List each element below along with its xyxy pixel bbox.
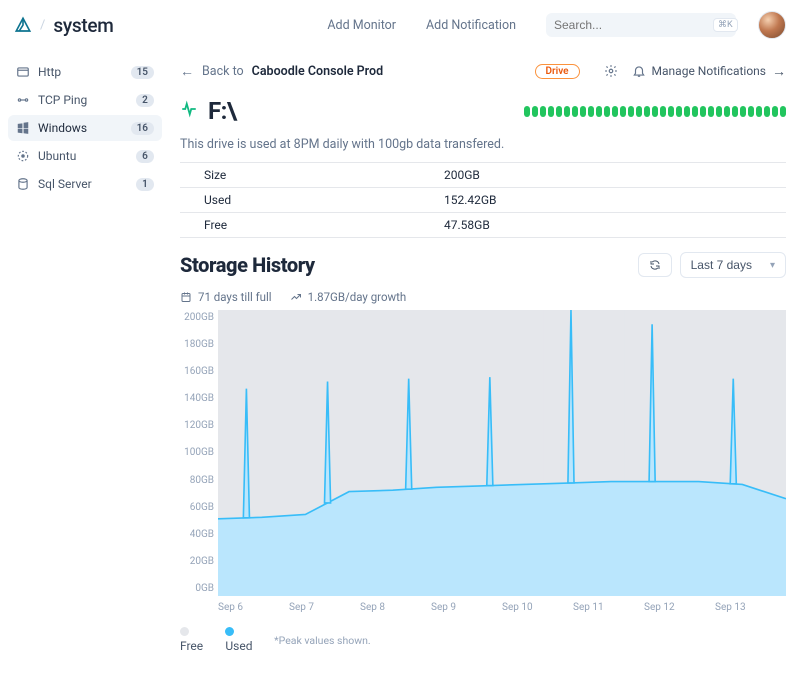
avatar[interactable] <box>758 11 786 39</box>
title-row: F:\ <box>180 97 786 125</box>
manage-notifications-link[interactable]: Manage Notifications → <box>632 63 786 80</box>
table-row: Free 47.58GB <box>180 213 786 238</box>
trend-up-icon <box>290 291 302 303</box>
sidebar-item-count: 2 <box>136 94 154 107</box>
sidebar-item-label: Http <box>38 65 131 79</box>
arrow-left-icon: ← <box>180 63 194 80</box>
drive-description: This drive is used at 8PM daily with 100… <box>180 137 786 152</box>
add-notification-link[interactable]: Add Notification <box>416 12 526 39</box>
pulse-icon <box>180 100 198 122</box>
drive-tag: Drive <box>535 64 580 79</box>
sidebar: Http 15 TCP Ping 2 Windows 16 Ubuntu 6 S… <box>0 50 170 685</box>
legend-used-swatch <box>225 627 234 636</box>
back-target: Caboodle Console Prod <box>252 64 383 79</box>
brand-divider: / <box>40 18 45 33</box>
row-key: Free <box>204 218 444 232</box>
refresh-icon <box>649 259 661 271</box>
gear-icon <box>604 64 618 78</box>
sidebar-item-label: Sql Server <box>38 177 136 191</box>
legend-free: Free <box>180 625 211 653</box>
status-history <box>524 106 786 117</box>
chevron-down-icon: ▾ <box>770 260 775 271</box>
arrow-right-icon: → <box>772 63 786 80</box>
brand-mark-icon <box>14 16 32 34</box>
range-label: Last 7 days <box>691 258 752 272</box>
sidebar-item-windows[interactable]: Windows 16 <box>8 115 162 141</box>
search-kbd-hint: ⌘K <box>713 18 738 32</box>
sidebar-item-sql-server[interactable]: Sql Server 1 <box>8 171 162 197</box>
sidebar-item-count: 1 <box>136 178 154 191</box>
sidebar-item-label: TCP Ping <box>38 93 136 107</box>
topbar: / system Add Monitor Add Notification ⌘K <box>0 0 800 50</box>
sidebar-item-label: Ubuntu <box>38 149 136 163</box>
row-value: 47.58GB <box>444 218 490 232</box>
chart-y-axis: 200GB180GB160GB140GB120GB100GB80GB60GB40… <box>180 310 218 596</box>
back-prefix: Back to <box>202 64 244 79</box>
http-icon <box>16 65 30 79</box>
legend-free-swatch <box>180 627 189 636</box>
history-meta: 71 days till full 1.87GB/day growth <box>180 290 786 304</box>
sidebar-item-ubuntu[interactable]: Ubuntu 6 <box>8 143 162 169</box>
sidebar-item-tcp-ping[interactable]: TCP Ping 2 <box>8 87 162 113</box>
range-dropdown[interactable]: Last 7 days ▾ <box>680 252 786 278</box>
bell-icon <box>632 64 646 78</box>
ubuntu-icon <box>16 149 30 163</box>
sidebar-item-count: 16 <box>131 122 154 135</box>
drive-stats-table: Size 200GB Used 152.42GB Free 47.58GB <box>180 162 786 238</box>
sql-icon <box>16 177 30 191</box>
row-key: Size <box>204 168 444 182</box>
sidebar-item-count: 6 <box>136 150 154 163</box>
breadcrumb-bar: ← Back to Caboodle Console Prod Drive Ma… <box>180 51 786 91</box>
windows-icon <box>16 121 30 135</box>
search-box[interactable]: ⌘K <box>546 13 736 37</box>
chart-legend: Free Used *Peak values shown. <box>180 625 786 653</box>
row-key: Used <box>204 193 444 207</box>
sidebar-item-count: 15 <box>131 66 154 79</box>
chart-plot <box>218 310 786 596</box>
chart-x-axis: Sep 6Sep 7Sep 8Sep 9Sep 10Sep 11Sep 12Se… <box>218 602 786 613</box>
row-value: 200GB <box>444 168 480 182</box>
legend-used: Used <box>225 625 260 653</box>
history-title: Storage History <box>180 253 315 277</box>
row-value: 152.42GB <box>444 193 497 207</box>
refresh-button[interactable] <box>638 253 672 277</box>
sidebar-item-http[interactable]: Http 15 <box>8 59 162 85</box>
drive-name: F:\ <box>208 97 237 125</box>
brand-logo[interactable]: / system <box>14 14 114 37</box>
settings-button[interactable] <box>604 64 618 78</box>
add-monitor-link[interactable]: Add Monitor <box>317 12 406 39</box>
calendar-icon <box>180 291 192 303</box>
table-row: Used 152.42GB <box>180 188 786 213</box>
storage-chart: 200GB180GB160GB140GB120GB100GB80GB60GB40… <box>180 310 786 596</box>
main-content: ← Back to Caboodle Console Prod Drive Ma… <box>170 50 800 685</box>
tcp-icon <box>16 93 30 107</box>
manage-notifications-label: Manage Notifications <box>652 64 766 78</box>
back-link[interactable]: ← Back to Caboodle Console Prod <box>180 63 383 80</box>
table-row: Size 200GB <box>180 162 786 188</box>
growth-rate: 1.87GB/day growth <box>308 290 407 304</box>
sidebar-item-label: Windows <box>38 121 131 135</box>
search-input[interactable] <box>554 18 709 32</box>
brand-name: system <box>53 14 113 37</box>
history-header: Storage History Last 7 days ▾ <box>180 252 786 278</box>
days-till-full: 71 days till full <box>198 290 272 304</box>
legend-note: *Peak values shown. <box>274 634 786 647</box>
